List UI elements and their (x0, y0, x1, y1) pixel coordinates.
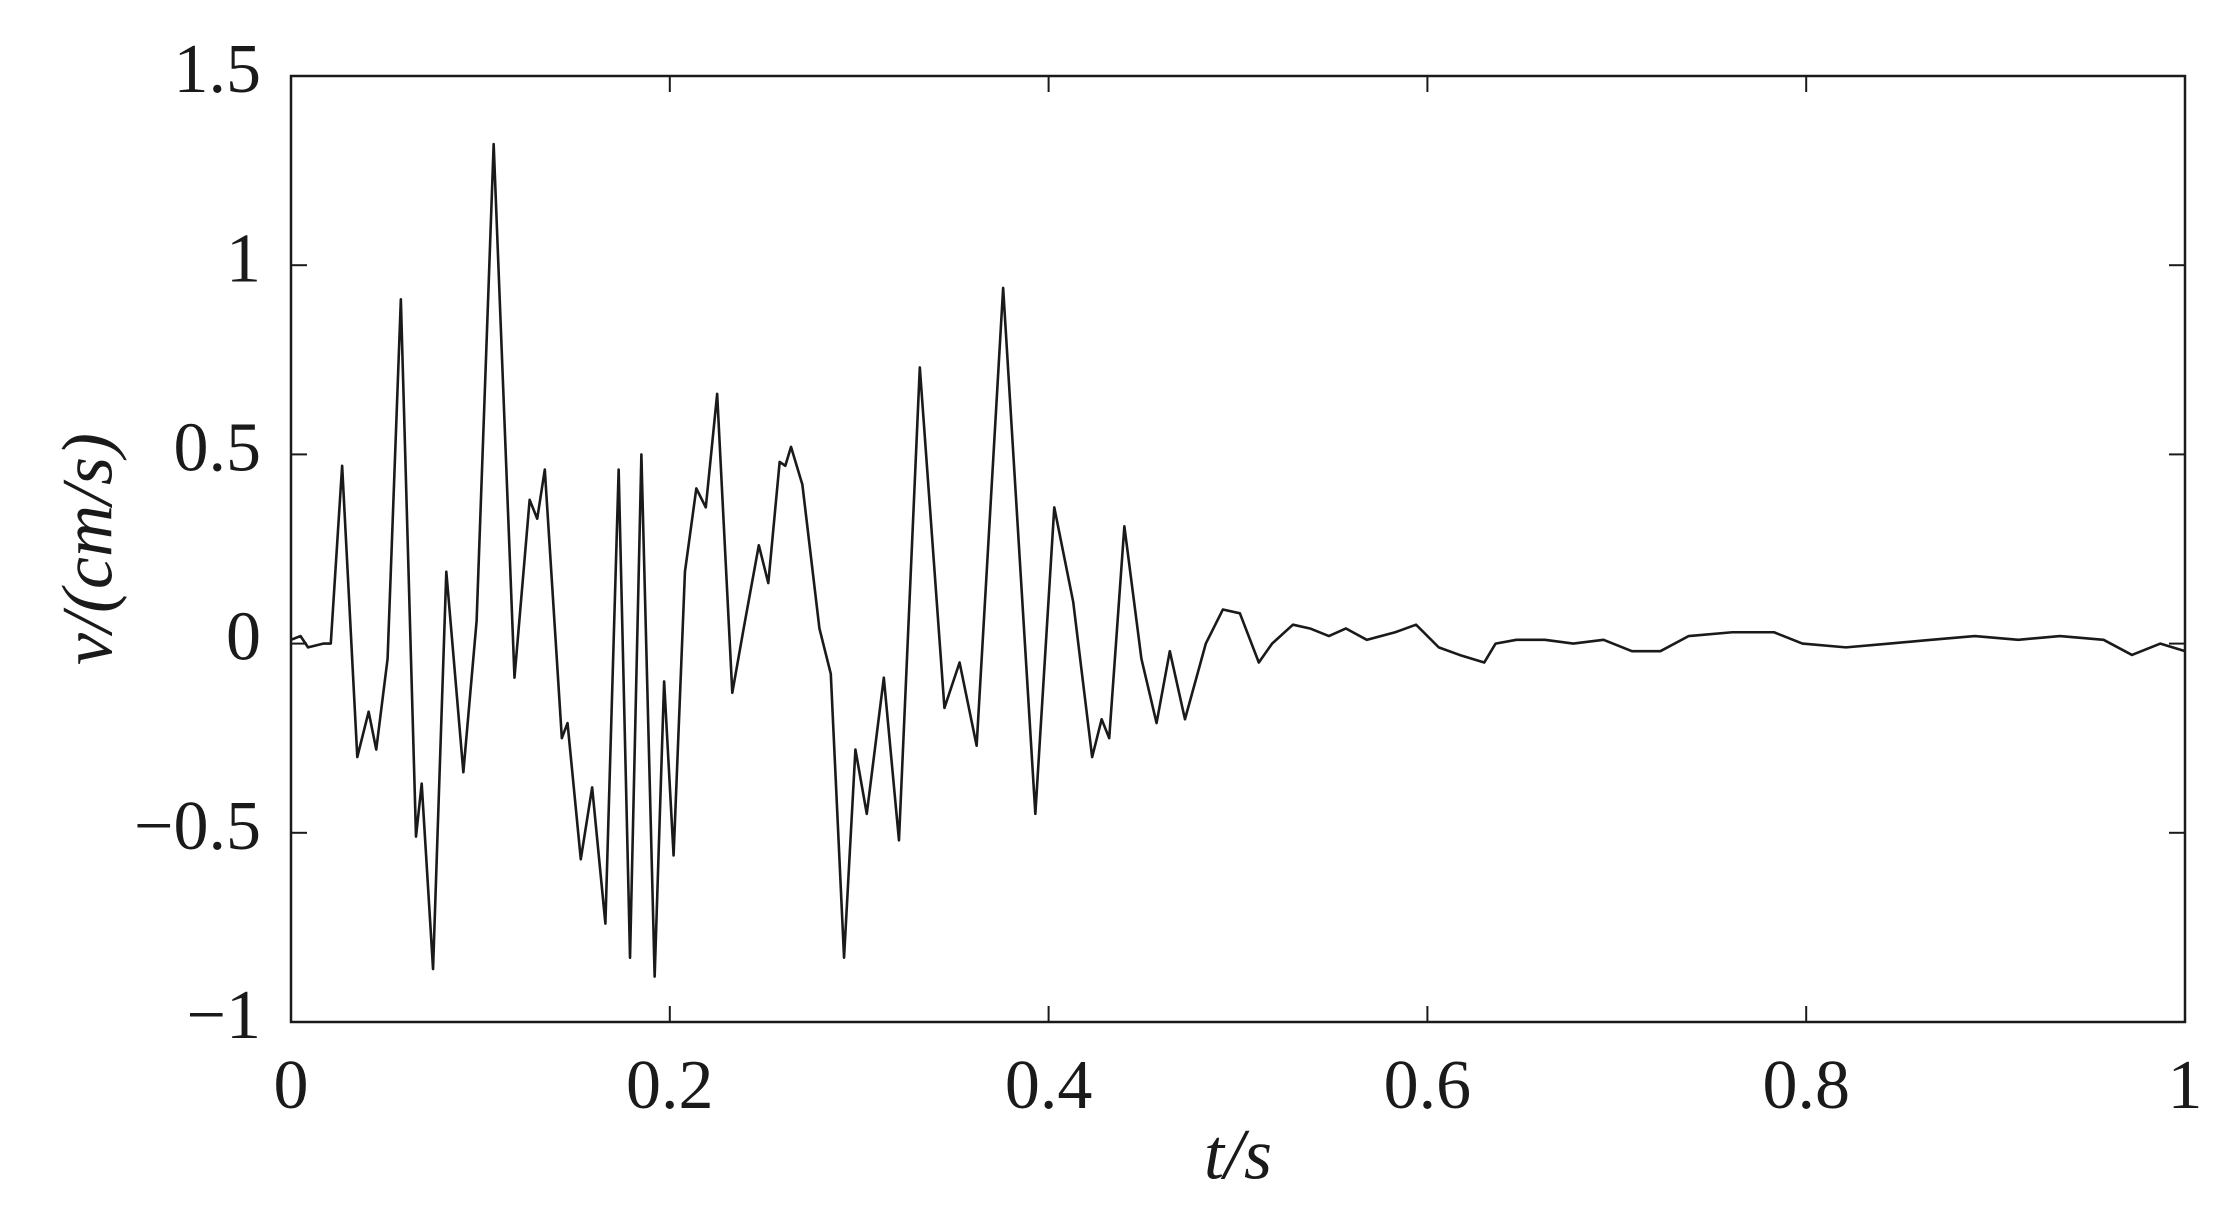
y-tick-label: −1 (187, 977, 261, 1054)
x-tick-label: 0.4 (1005, 1047, 1093, 1124)
plot-frame (289, 74, 2187, 1024)
data-line (290, 142, 2186, 978)
y-axis-title: v/(cm/s) (48, 433, 128, 665)
x-tick-label: 0.6 (1384, 1047, 1472, 1124)
y-tick-label: 0.5 (174, 409, 262, 486)
x-tick-label: 0 (274, 1047, 309, 1124)
y-tick-label: 0 (226, 599, 261, 676)
y-tick-label: 1 (226, 220, 261, 297)
y-tick-label: −0.5 (134, 788, 261, 865)
x-tick-label: 0.8 (1762, 1047, 1850, 1124)
x-tick-label: 1 (2168, 1047, 2203, 1124)
x-axis-title: t/s (1204, 1115, 1272, 1195)
x-tick-label: 0.2 (626, 1047, 714, 1124)
y-tick-label: 1.5 (174, 31, 262, 108)
